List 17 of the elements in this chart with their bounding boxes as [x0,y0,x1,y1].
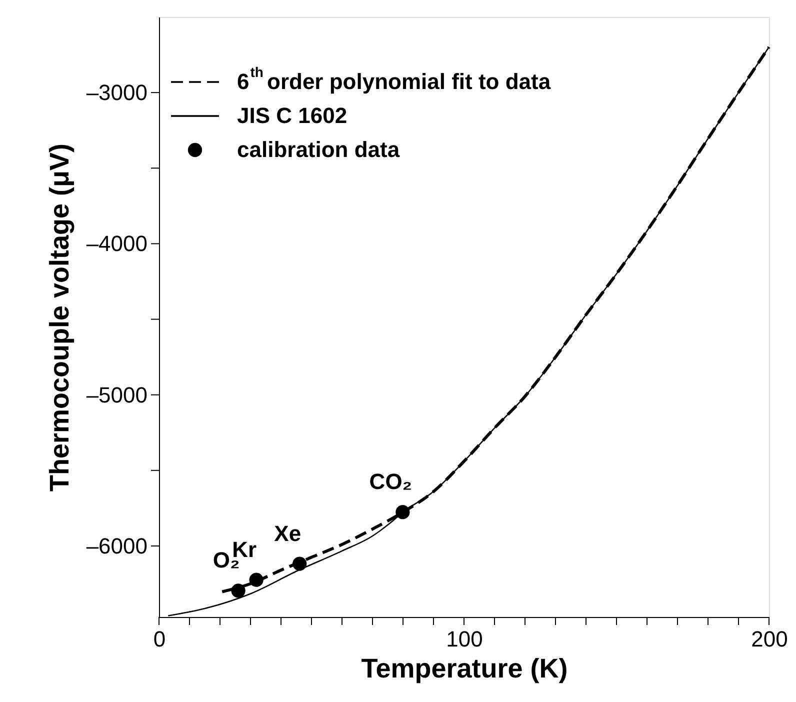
y-tick-label: –4000 [86,231,148,256]
point [292,556,307,571]
y-tick-label: –6000 [86,533,148,558]
x-tick-label: 200 [751,626,788,652]
y-axis-title: Thermocouple voltage (μV) [44,143,74,492]
annotation: CO₂ [369,469,412,494]
y-tick-label: –5000 [86,382,148,408]
legend-label: calibration data [237,137,400,162]
y-tick-label: –3000 [86,80,148,106]
x-axis-title: Temperature (K) [361,654,568,684]
annotation: Xe [274,520,302,546]
x-tick-label: 0 [153,626,166,652]
point [249,572,264,587]
point [396,505,410,520]
legend-label: JIS C 1602 [237,103,348,128]
point [231,584,246,598]
x-tick-label: 100 [446,626,483,652]
